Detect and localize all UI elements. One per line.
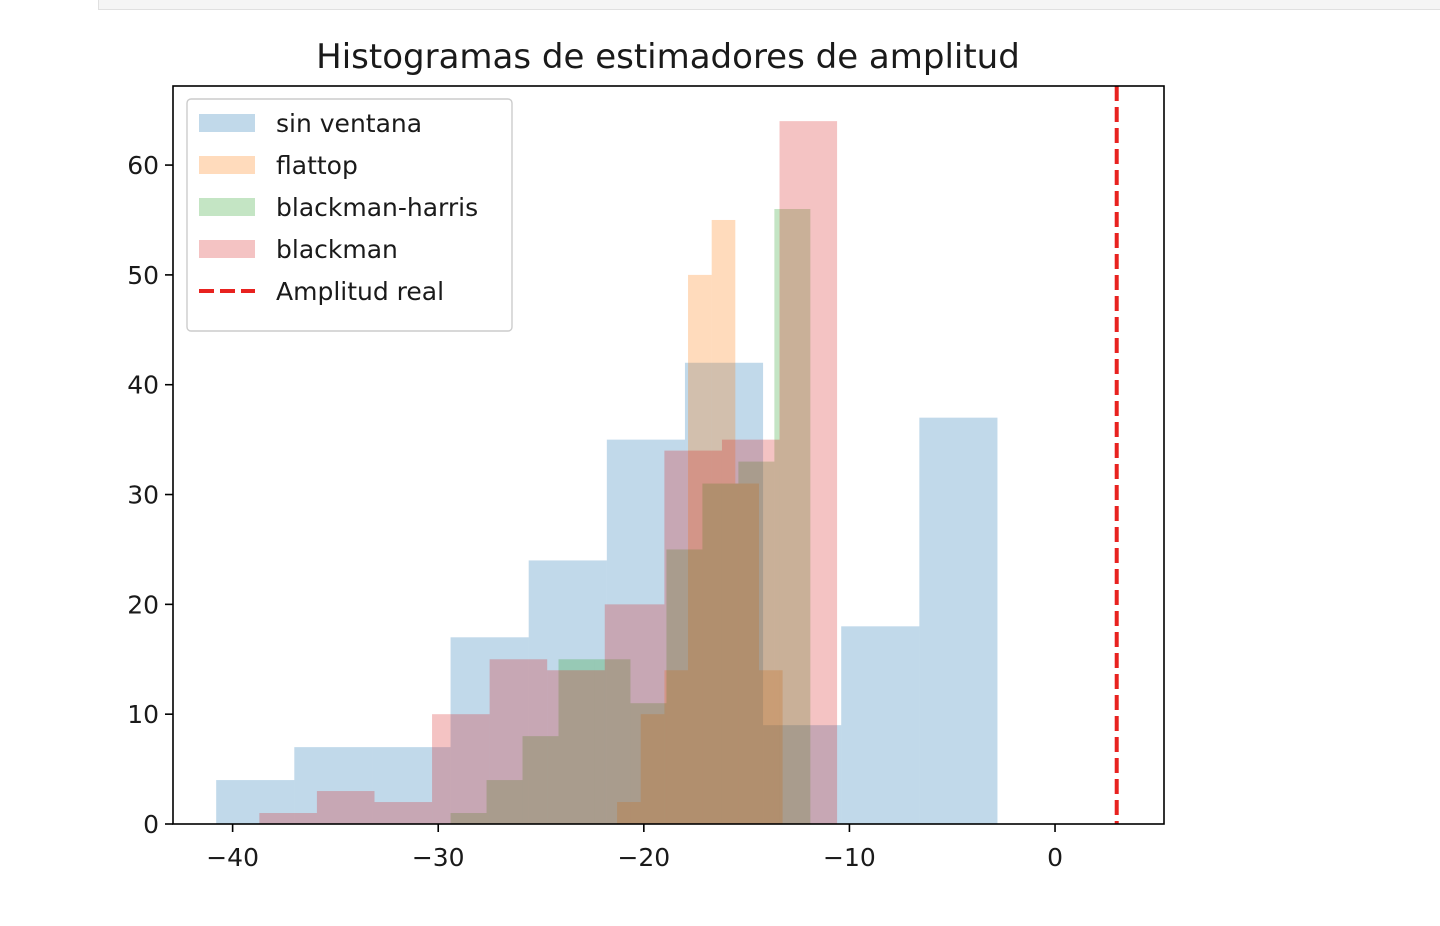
histogram-bar — [664, 450, 722, 824]
histogram-bar — [919, 417, 998, 824]
y-tick-label: 50 — [127, 261, 159, 290]
series-sin-ventana — [216, 362, 998, 825]
histogram-bar — [558, 659, 595, 824]
histogram-bar — [640, 714, 665, 824]
legend-box — [186, 98, 513, 332]
legend-item-sin-ventana: sin ventana — [199, 109, 422, 138]
x-axis: −40 −30 −20 −10 0 — [206, 824, 1063, 872]
histogram-bar — [374, 802, 433, 824]
histogram-bar — [664, 670, 689, 824]
histogram-bar — [702, 483, 739, 824]
y-tick-label: 0 — [143, 810, 159, 839]
histogram-bar — [666, 549, 703, 824]
histogram-bar — [489, 659, 548, 824]
histogram-bar — [617, 802, 641, 824]
legend-item-blackman-harris: blackman-harris — [199, 193, 478, 222]
y-tick-label: 20 — [127, 590, 159, 619]
legend: sin ventana flattop blackman-harris blackma… — [186, 98, 513, 332]
legend-swatch — [199, 240, 255, 258]
legend-item-flattop: flattop — [199, 151, 358, 180]
y-tick-label: 10 — [127, 700, 159, 729]
series-flattop — [617, 219, 783, 825]
histogram-bar — [604, 604, 665, 824]
legend-label: sin ventana — [276, 109, 422, 138]
histogram-bar — [779, 121, 838, 824]
x-tick-label: −10 — [823, 843, 876, 872]
histogram-bar — [721, 439, 780, 824]
histogram-bar — [594, 659, 631, 824]
y-tick-label: 60 — [127, 151, 159, 180]
histogram-bar — [259, 813, 317, 824]
legend-label: flattop — [276, 151, 358, 180]
legend-item-amplitud-real: Amplitud real — [199, 277, 444, 306]
legend-item-blackman: blackman — [199, 235, 398, 264]
series-blackman — [259, 121, 838, 824]
y-axis: 0 10 20 30 40 50 60 — [127, 151, 173, 839]
histogram-bar — [372, 747, 451, 825]
plot-frame — [172, 85, 1165, 825]
legend-swatch — [199, 114, 255, 132]
histogram-bar — [606, 439, 685, 824]
histogram-bar — [294, 747, 373, 825]
histogram-bar — [774, 209, 811, 824]
legend-label: Amplitud real — [276, 277, 444, 306]
legend-swatch — [199, 198, 255, 216]
histogram-bar — [630, 703, 667, 824]
bars-layer — [216, 121, 998, 825]
histogram-bar — [763, 725, 842, 824]
histogram-bar — [738, 461, 775, 824]
y-tick-label: 30 — [127, 481, 159, 510]
x-tick-label: 0 — [1047, 843, 1063, 872]
histogram-bar — [688, 274, 712, 824]
histogram-bar — [316, 791, 375, 824]
histogram-bar — [450, 813, 487, 824]
chart-title: Histogramas de estimadores de amplitud — [316, 37, 1020, 77]
series-blackman-harris — [450, 209, 811, 824]
histogram-bar — [522, 736, 559, 824]
legend-swatch — [199, 156, 255, 174]
x-tick-label: −20 — [617, 843, 670, 872]
y-tick-label: 40 — [127, 371, 159, 400]
histogram-bar — [711, 219, 736, 825]
histogram-bar — [735, 483, 759, 824]
histogram-bar — [450, 637, 529, 824]
histogram-bar — [758, 670, 783, 824]
histogram-bar — [432, 714, 490, 824]
legend-label: blackman-harris — [276, 193, 478, 222]
histogram-bar — [486, 780, 523, 824]
histogram-bar — [216, 780, 295, 824]
histogram-bar — [841, 626, 920, 824]
histogram-bar — [684, 362, 764, 824]
x-tick-label: −40 — [206, 843, 259, 872]
legend-label: blackman — [276, 235, 398, 264]
histogram-bar — [547, 670, 605, 824]
notebook-cell-strip — [98, 0, 1440, 10]
histogram-bar — [528, 560, 607, 824]
x-tick-label: −30 — [412, 843, 465, 872]
